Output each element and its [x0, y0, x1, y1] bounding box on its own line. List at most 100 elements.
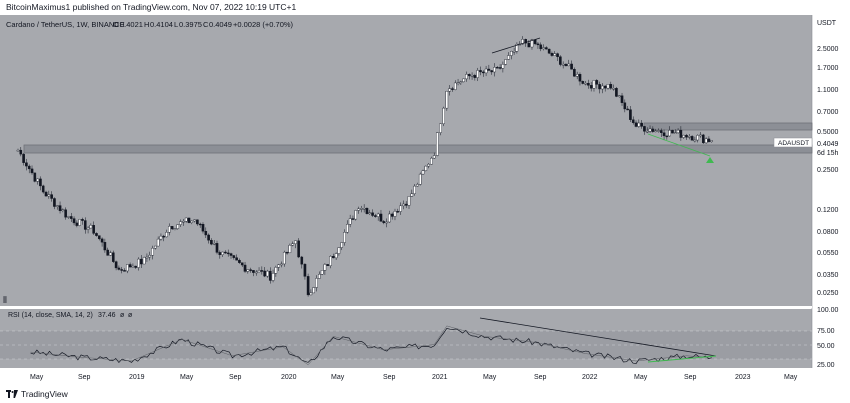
chart-frame[interactable]: Cardano / TetherUS, 1W, BINANCE O 0.4021…	[0, 15, 850, 385]
candle-body	[693, 139, 697, 142]
price-tick: 0.2500	[817, 167, 839, 174]
candle-body	[254, 271, 258, 274]
candle-body	[524, 39, 527, 44]
candle-body	[201, 224, 205, 232]
candle-body	[615, 88, 618, 97]
candle-body	[246, 269, 250, 272]
candle-body	[111, 252, 115, 262]
candle-body	[47, 194, 51, 197]
candle-body	[297, 240, 300, 258]
candle-body	[41, 185, 45, 193]
candle-body	[53, 198, 56, 207]
candle-body	[156, 238, 160, 247]
candle-body	[432, 155, 436, 159]
candle-body	[418, 173, 422, 185]
candle-body	[260, 270, 264, 272]
candle-body	[673, 132, 677, 134]
candle-body	[385, 221, 388, 224]
candle-body	[388, 213, 391, 223]
candle-body	[416, 184, 419, 187]
time-tick: Sep	[229, 374, 242, 381]
time-tick: 2022	[582, 374, 598, 381]
candle-body	[606, 84, 610, 89]
candle-body	[595, 80, 599, 85]
candle-body	[427, 163, 430, 167]
close-label: C	[203, 20, 209, 29]
candle-body	[103, 241, 107, 251]
candle-body	[33, 172, 37, 182]
candle-body	[106, 249, 109, 256]
candle-body	[263, 270, 266, 277]
candle-body	[95, 233, 98, 236]
candle-body	[550, 53, 554, 56]
time-axis[interactable]	[0, 368, 850, 385]
candle-body	[484, 68, 488, 74]
candle-body	[288, 245, 292, 253]
candle-body	[145, 256, 149, 259]
candle-body	[365, 208, 369, 214]
candle-body	[410, 193, 414, 197]
candle-body	[271, 273, 275, 281]
candle-body	[545, 47, 548, 50]
time-tick: 2019	[129, 374, 145, 381]
time-tick: 2020	[281, 374, 297, 381]
candle-body	[584, 82, 587, 85]
candle-body	[436, 132, 439, 156]
candle-body	[343, 232, 346, 243]
rsi-value: 37.46	[98, 312, 116, 319]
candle-body	[182, 221, 185, 223]
symbol-title: Cardano / TetherUS, 1W, BINANCE	[6, 20, 125, 29]
candle-body	[662, 132, 666, 137]
price-tick: 1.1000	[817, 87, 839, 94]
price-axis[interactable]	[812, 15, 850, 381]
candle-body	[294, 240, 297, 244]
candle-body	[479, 70, 482, 73]
candle-body	[72, 218, 76, 224]
candle-body	[22, 153, 25, 163]
candle-body	[451, 88, 454, 90]
candle-body	[268, 270, 272, 281]
candle-body	[696, 135, 699, 141]
candle-body	[702, 134, 705, 144]
candle-body	[679, 129, 683, 138]
price-tick: 0.0250	[817, 290, 839, 297]
candle-body	[371, 212, 374, 216]
candle-body	[92, 225, 95, 234]
candle-body	[404, 203, 408, 206]
candle-body	[634, 122, 638, 127]
candle-body	[490, 70, 493, 73]
price-tick: 0.5000	[817, 129, 839, 136]
candle-body	[710, 140, 714, 143]
candle-body	[629, 109, 632, 120]
candle-body	[442, 107, 445, 125]
candle-body	[134, 265, 138, 268]
candle-body	[707, 138, 711, 143]
candle-body	[623, 102, 627, 110]
candle-body	[643, 126, 646, 132]
candle-body	[547, 48, 551, 54]
price-tick: 0.0550	[817, 250, 839, 257]
open-label: O	[113, 20, 119, 29]
price-tick: 1.7000	[817, 65, 839, 72]
candle-body	[515, 44, 519, 52]
candle-body	[564, 63, 568, 67]
candle-body	[542, 47, 545, 50]
candle-body	[413, 185, 416, 194]
candle-body	[334, 253, 338, 259]
candle-body	[81, 219, 84, 221]
candle-body	[285, 251, 289, 254]
candle-body	[179, 221, 182, 225]
candle-body	[668, 130, 671, 137]
time-tick: May	[30, 374, 44, 381]
candle-body	[190, 220, 194, 223]
tradingview-brand: TradingView	[21, 389, 68, 399]
candle-body	[154, 245, 157, 249]
tradingview-logo[interactable]: TradingView	[6, 389, 68, 399]
scroll-marker-icon[interactable]: ⦀	[3, 295, 7, 305]
time-tick: 2021	[432, 374, 448, 381]
candle-body	[510, 51, 513, 56]
candle-body	[396, 211, 400, 213]
rsi-sma-line	[30, 325, 709, 366]
price-panel[interactable]	[0, 15, 812, 307]
candle-body	[379, 213, 383, 222]
